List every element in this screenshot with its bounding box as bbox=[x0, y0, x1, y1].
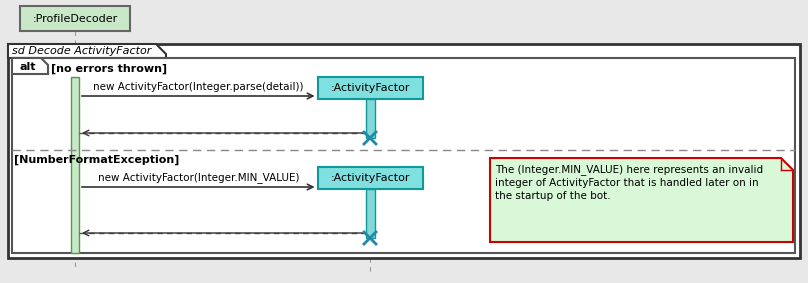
Text: alt: alt bbox=[19, 61, 36, 72]
Text: [no errors thrown]: [no errors thrown] bbox=[51, 64, 167, 74]
Bar bbox=[365, 189, 374, 238]
Polygon shape bbox=[490, 158, 793, 242]
Bar bbox=[318, 77, 423, 99]
Text: sd Decode ActivityFactor: sd Decode ActivityFactor bbox=[12, 46, 151, 57]
Bar bbox=[20, 6, 130, 31]
Text: :ActivityFactor: :ActivityFactor bbox=[330, 173, 410, 183]
Text: :ProfileDecoder: :ProfileDecoder bbox=[32, 14, 118, 23]
Text: The (Integer.MIN_VALUE) here represents an invalid
integer of ActivityFactor tha: The (Integer.MIN_VALUE) here represents … bbox=[495, 164, 763, 201]
Bar bbox=[8, 44, 800, 258]
Text: [NumberFormatException]: [NumberFormatException] bbox=[14, 155, 179, 165]
Text: :ActivityFactor: :ActivityFactor bbox=[330, 83, 410, 93]
Bar bbox=[12, 58, 795, 253]
Text: new ActivityFactor(Integer.MIN_VALUE): new ActivityFactor(Integer.MIN_VALUE) bbox=[98, 172, 299, 183]
Polygon shape bbox=[8, 44, 166, 58]
Bar bbox=[71, 77, 79, 253]
Text: new ActivityFactor(Integer.parse(detail)): new ActivityFactor(Integer.parse(detail)… bbox=[93, 82, 304, 92]
Bar bbox=[365, 99, 374, 138]
Polygon shape bbox=[12, 58, 48, 74]
Bar bbox=[318, 167, 423, 189]
